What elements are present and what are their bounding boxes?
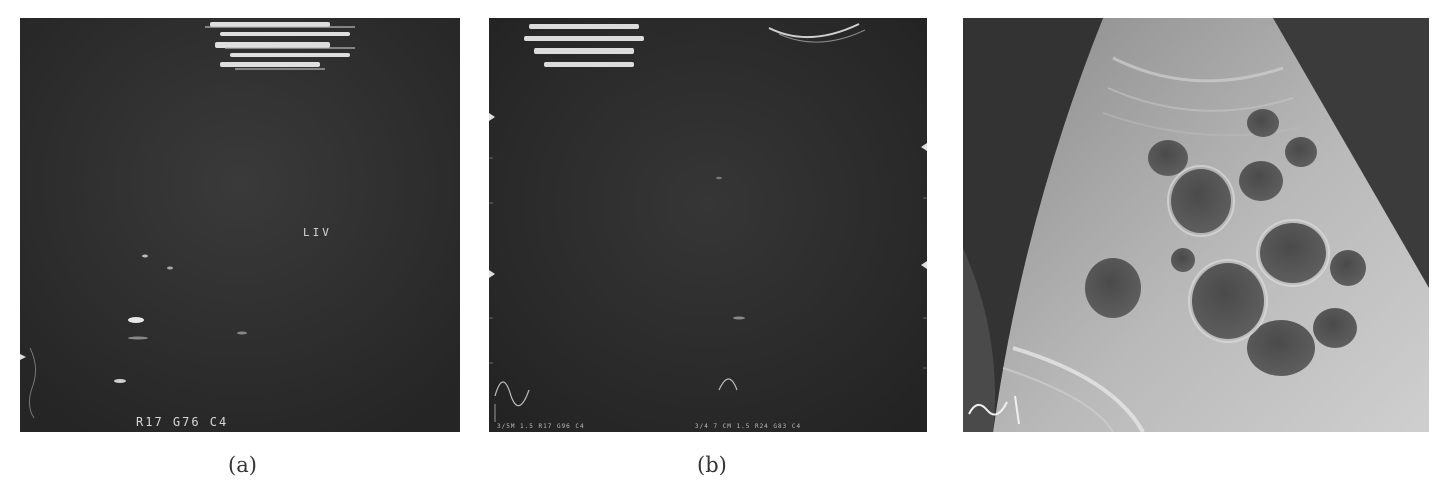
caption-a: (a)	[228, 453, 257, 477]
scanner-settings-left: 3/5M 1.5 R17 G96 C4	[497, 423, 585, 430]
ultrasound-panel-a: LIV R17 G76 C4	[20, 18, 460, 432]
ultrasound-panel-b: 3/5M 1.5 R17 G96 C4 3/4 7 CM 1.5 R24 G83…	[489, 18, 927, 432]
organ-label: LIV	[303, 226, 332, 239]
ultrasound-panel-c	[963, 18, 1429, 432]
scanner-settings-label: R17 G76 C4	[136, 415, 229, 429]
caption-b: (b)	[697, 453, 727, 477]
ultrasound-image-b	[489, 18, 927, 432]
ultrasound-image-a	[20, 18, 460, 432]
scanner-settings-right: 3/4 7 CM 1.5 R24 G83 C4	[695, 423, 802, 430]
ultrasound-image-c	[963, 18, 1429, 432]
